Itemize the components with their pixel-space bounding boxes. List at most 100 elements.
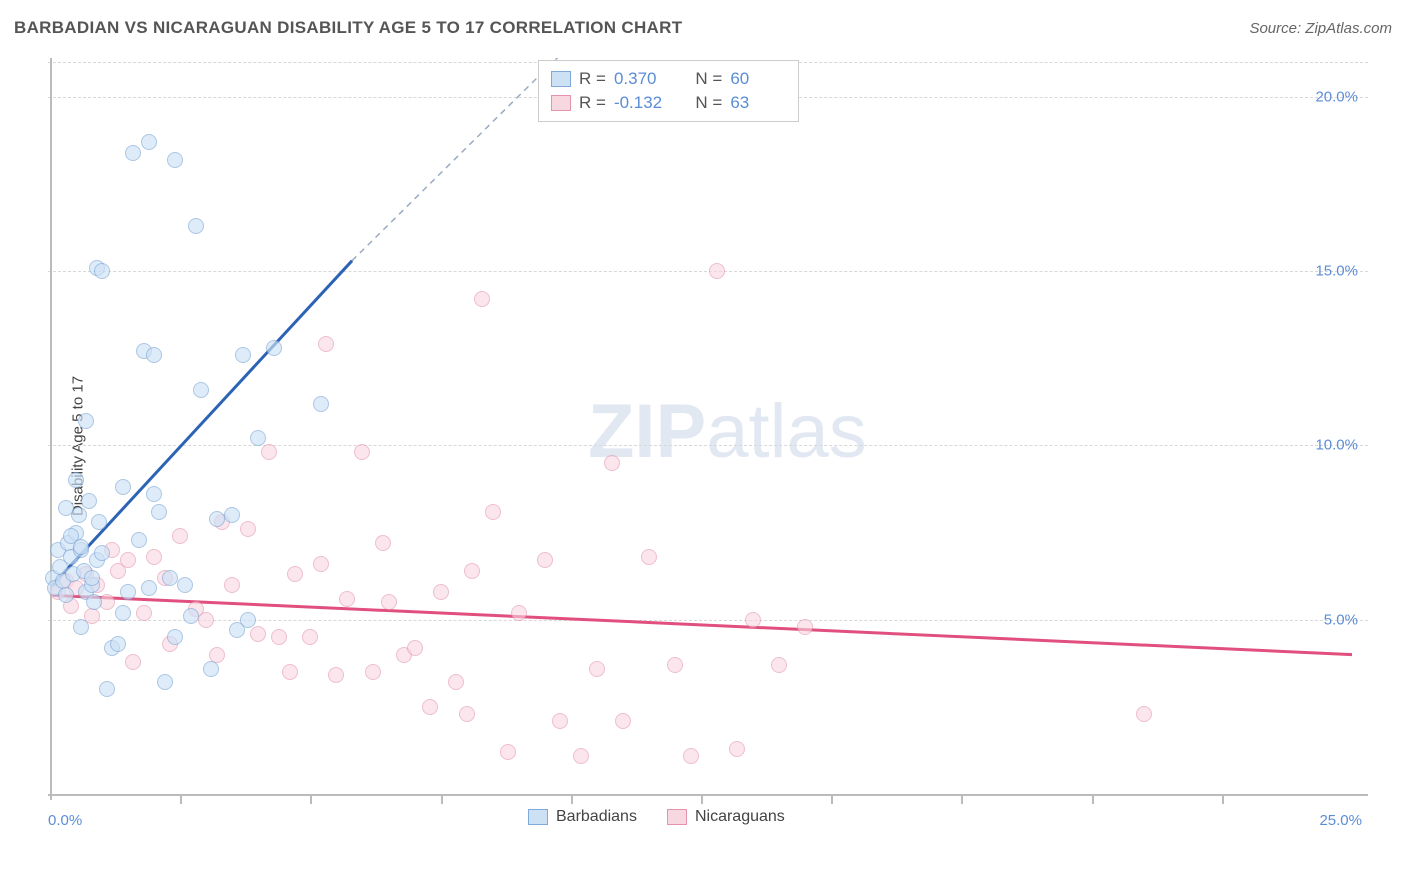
x-tick bbox=[180, 794, 182, 804]
stats-row: R = 0.370 N = 60 bbox=[551, 67, 786, 91]
scatter-point bbox=[78, 413, 94, 429]
scatter-point bbox=[354, 444, 370, 460]
scatter-point bbox=[81, 493, 97, 509]
chart-container: BARBADIAN VS NICARAGUAN DISABILITY AGE 5… bbox=[0, 0, 1406, 892]
scatter-point bbox=[209, 511, 225, 527]
legend-item: Nicaraguans bbox=[667, 808, 785, 826]
x-tick bbox=[961, 794, 963, 804]
scatter-point bbox=[151, 504, 167, 520]
x-tick bbox=[1092, 794, 1094, 804]
scatter-point bbox=[136, 605, 152, 621]
watermark-light: atlas bbox=[706, 389, 867, 474]
chart-title: BARBADIAN VS NICARAGUAN DISABILITY AGE 5… bbox=[14, 18, 682, 38]
scatter-point bbox=[131, 532, 147, 548]
scatter-point bbox=[407, 640, 423, 656]
scatter-point bbox=[474, 291, 490, 307]
n-label: N = bbox=[695, 93, 722, 113]
legend-item: Barbadians bbox=[528, 808, 637, 826]
scatter-point bbox=[667, 657, 683, 673]
scatter-point bbox=[125, 654, 141, 670]
scatter-point bbox=[511, 605, 527, 621]
scatter-point bbox=[91, 514, 107, 530]
stats-swatch bbox=[551, 95, 571, 111]
scatter-point bbox=[459, 706, 475, 722]
scatter-point bbox=[167, 152, 183, 168]
x-tick bbox=[441, 794, 443, 804]
chart-source: Source: ZipAtlas.com bbox=[1249, 20, 1392, 37]
scatter-point bbox=[157, 674, 173, 690]
r-value: -0.132 bbox=[614, 93, 670, 113]
scatter-point bbox=[552, 713, 568, 729]
scatter-point bbox=[271, 629, 287, 645]
scatter-point bbox=[464, 563, 480, 579]
legend-swatch bbox=[667, 809, 687, 825]
scatter-point bbox=[745, 612, 761, 628]
scatter-point bbox=[381, 594, 397, 610]
y-tick-label: 10.0% bbox=[1315, 437, 1358, 454]
scatter-point bbox=[683, 748, 699, 764]
y-tick-label: 5.0% bbox=[1324, 611, 1358, 628]
scatter-point bbox=[375, 535, 391, 551]
scatter-point bbox=[235, 347, 251, 363]
scatter-point bbox=[94, 545, 110, 561]
r-value: 0.370 bbox=[614, 69, 670, 89]
scatter-point bbox=[146, 347, 162, 363]
scatter-point bbox=[500, 744, 516, 760]
scatter-point bbox=[240, 612, 256, 628]
scatter-point bbox=[365, 664, 381, 680]
y-tick-label: 20.0% bbox=[1315, 88, 1358, 105]
scatter-point bbox=[73, 619, 89, 635]
scatter-point bbox=[422, 699, 438, 715]
watermark: ZIPatlas bbox=[588, 388, 867, 475]
n-value: 63 bbox=[730, 93, 786, 113]
scatter-point bbox=[146, 486, 162, 502]
scatter-point bbox=[266, 340, 282, 356]
x-tick bbox=[831, 794, 833, 804]
scatter-point bbox=[193, 382, 209, 398]
scatter-point bbox=[146, 549, 162, 565]
r-label: R = bbox=[579, 93, 606, 113]
legend-label: Barbadians bbox=[556, 808, 637, 826]
scatter-point bbox=[771, 657, 787, 673]
scatter-point bbox=[313, 556, 329, 572]
bottom-legend: Barbadians Nicaraguans bbox=[528, 808, 785, 826]
x-tick bbox=[1222, 794, 1224, 804]
scatter-point bbox=[58, 587, 74, 603]
scatter-point bbox=[177, 577, 193, 593]
scatter-point bbox=[198, 612, 214, 628]
trend-line-barbadians bbox=[53, 261, 352, 585]
scatter-point bbox=[188, 218, 204, 234]
n-label: N = bbox=[695, 69, 722, 89]
scatter-point bbox=[167, 629, 183, 645]
scatter-point bbox=[709, 263, 725, 279]
r-label: R = bbox=[579, 69, 606, 89]
scatter-point bbox=[141, 134, 157, 150]
trend-lines-svg bbox=[48, 58, 1368, 830]
scatter-point bbox=[240, 521, 256, 537]
scatter-point bbox=[115, 479, 131, 495]
legend-swatch bbox=[528, 809, 548, 825]
scatter-point bbox=[589, 661, 605, 677]
scatter-point bbox=[328, 667, 344, 683]
scatter-point bbox=[110, 636, 126, 652]
scatter-point bbox=[573, 748, 589, 764]
scatter-point bbox=[172, 528, 188, 544]
scatter-point bbox=[84, 570, 100, 586]
scatter-point bbox=[58, 500, 74, 516]
x-axis-line bbox=[48, 794, 1368, 796]
scatter-point bbox=[339, 591, 355, 607]
stats-box: R = 0.370 N = 60R = -0.132 N = 63 bbox=[538, 60, 799, 122]
scatter-point bbox=[797, 619, 813, 635]
scatter-point bbox=[86, 594, 102, 610]
x-tick bbox=[701, 794, 703, 804]
n-value: 60 bbox=[730, 69, 786, 89]
scatter-point bbox=[68, 472, 84, 488]
scatter-point bbox=[224, 507, 240, 523]
y-tick-label: 15.0% bbox=[1315, 263, 1358, 280]
scatter-point bbox=[261, 444, 277, 460]
scatter-point bbox=[250, 430, 266, 446]
chart-header: BARBADIAN VS NICARAGUAN DISABILITY AGE 5… bbox=[14, 18, 1392, 38]
scatter-point bbox=[615, 713, 631, 729]
scatter-point bbox=[162, 570, 178, 586]
scatter-point bbox=[224, 577, 240, 593]
